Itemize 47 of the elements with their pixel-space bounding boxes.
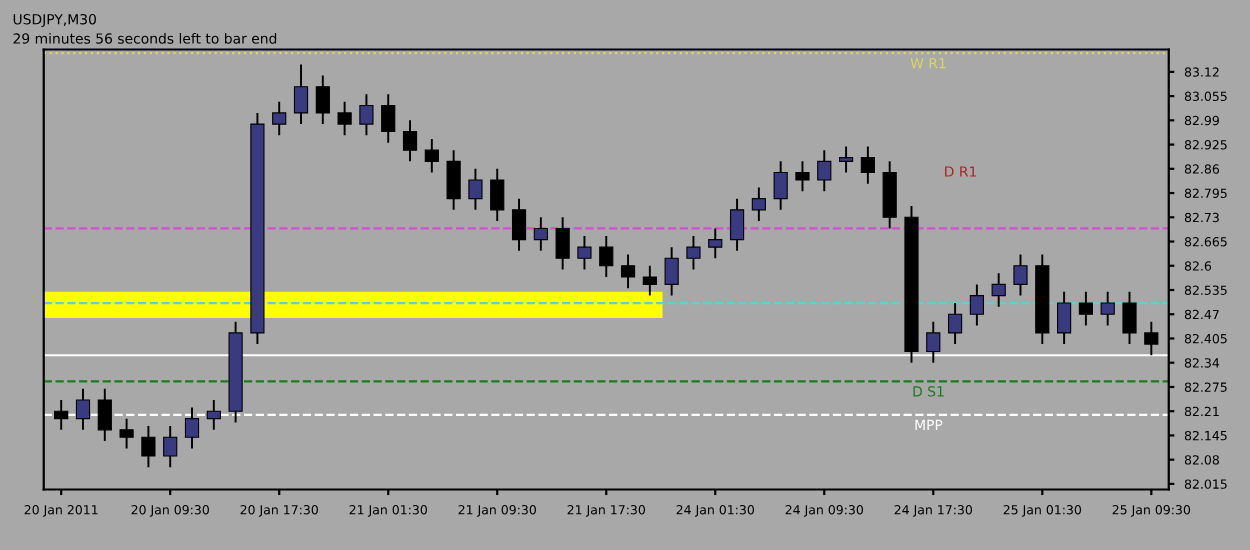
candlestick bbox=[1100, 290, 1115, 327]
candlestick bbox=[686, 234, 701, 271]
candlestick bbox=[533, 216, 548, 252]
candlestick bbox=[969, 283, 984, 327]
candlestick bbox=[381, 93, 396, 144]
candlestick bbox=[402, 119, 418, 163]
candlestick bbox=[838, 145, 854, 174]
candlestick bbox=[272, 100, 287, 137]
candlestick bbox=[751, 186, 766, 222]
candlestick bbox=[206, 399, 221, 431]
candlestick bbox=[1078, 290, 1093, 327]
candlestick bbox=[599, 234, 614, 278]
candlestick bbox=[184, 406, 200, 450]
candlestick bbox=[795, 160, 810, 193]
candlestick bbox=[97, 387, 112, 442]
candlestick bbox=[75, 387, 91, 431]
candlestick bbox=[315, 74, 330, 126]
candlestick bbox=[555, 216, 570, 271]
candlestick bbox=[577, 234, 592, 271]
candlestick bbox=[293, 63, 309, 126]
candlestick bbox=[1122, 290, 1137, 346]
candlestick bbox=[642, 264, 657, 297]
candlestick bbox=[141, 425, 156, 469]
candlestick bbox=[1144, 320, 1159, 357]
candlestick bbox=[468, 167, 483, 211]
candlestick bbox=[817, 149, 832, 193]
candlestick bbox=[359, 93, 374, 137]
candlestick bbox=[119, 417, 134, 450]
candlestick bbox=[926, 320, 941, 364]
candlestick bbox=[163, 425, 178, 469]
candlestick bbox=[773, 160, 788, 211]
candlestick bbox=[54, 399, 69, 431]
candlestick bbox=[1057, 290, 1072, 346]
candlestick bbox=[947, 302, 963, 346]
candlestick bbox=[620, 253, 636, 290]
candlestick bbox=[1013, 253, 1028, 297]
candlestick bbox=[860, 145, 875, 185]
candlestick bbox=[664, 246, 679, 297]
candlestick bbox=[337, 100, 352, 137]
candlestick bbox=[991, 272, 1006, 308]
candlestick bbox=[729, 197, 745, 252]
candlestick bbox=[490, 167, 505, 222]
candlestick bbox=[424, 138, 439, 174]
candlestick bbox=[446, 149, 461, 211]
candlestick bbox=[511, 197, 527, 252]
candlestick bbox=[708, 227, 723, 260]
candlestick bbox=[882, 160, 897, 230]
